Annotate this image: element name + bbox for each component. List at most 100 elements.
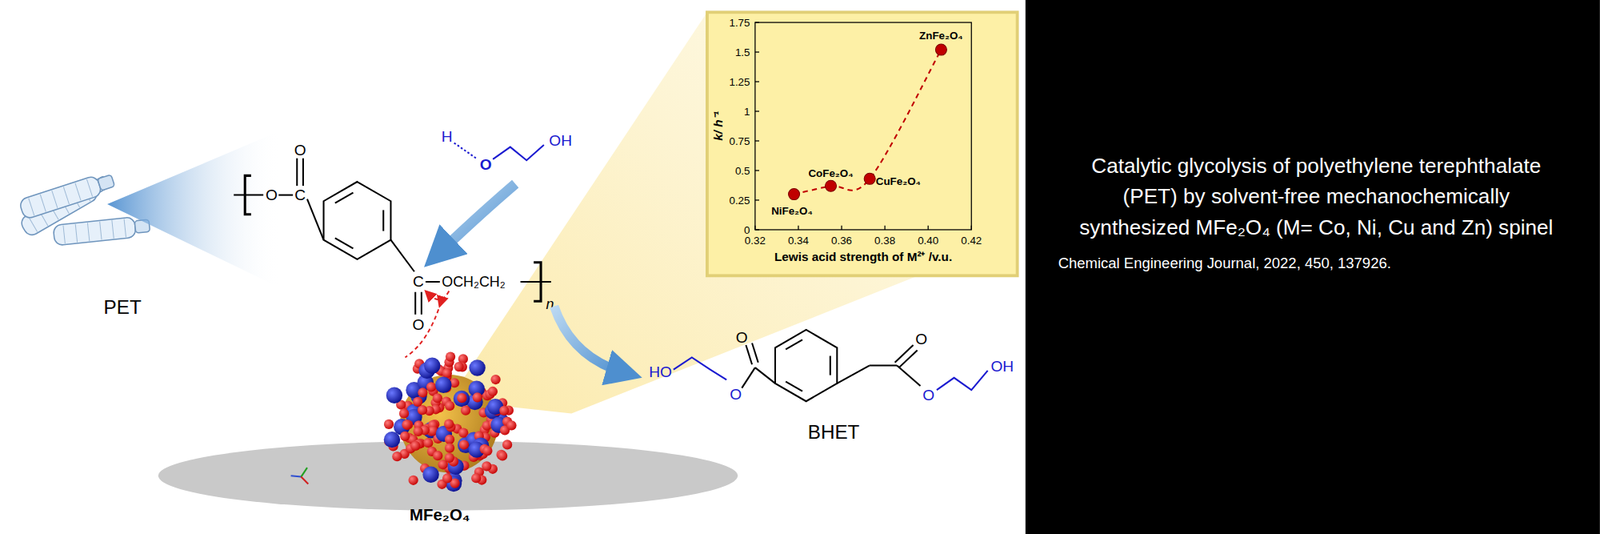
bottle-rib: [28, 197, 35, 216]
bottle-neck: [97, 174, 116, 191]
bond: [307, 199, 324, 240]
bottle: [18, 170, 116, 220]
plot-data: [788, 44, 948, 200]
x-tick: [971, 225, 972, 230]
fit-line: [794, 49, 942, 194]
oxygen-atom: [471, 472, 481, 483]
label: O: [922, 386, 935, 404]
label: H: [441, 128, 453, 145]
benzene-ring: [324, 181, 392, 260]
bond: [673, 356, 727, 380]
bond: [278, 194, 293, 196]
x-tick: [884, 225, 885, 230]
ethylene-glycol: HOOH: [441, 128, 572, 172]
oxygen-atom: [502, 439, 512, 449]
bond: [390, 240, 414, 272]
bond: [300, 467, 308, 476]
metal-atom: [435, 376, 452, 392]
bond: [899, 349, 918, 368]
y-tick-label: 1.5: [735, 46, 751, 59]
y-tick: [755, 80, 760, 82]
chart-box: [707, 12, 1018, 276]
oxygen-atom: [444, 434, 455, 444]
point-label: NiFe₂O₄: [771, 204, 813, 217]
y-tick-label: 1.75: [728, 16, 750, 29]
caption-title: (PET) by solvent-free mechanochemically: [1123, 184, 1511, 208]
oxygen-atom: [412, 396, 423, 407]
bond: [335, 192, 354, 204]
bond: [829, 356, 832, 376]
bond: [296, 158, 298, 186]
oxygen-atom: [432, 392, 443, 403]
oxygen-atom: [499, 405, 509, 416]
spinel-particle: [384, 351, 517, 492]
bottle-rib: [75, 224, 77, 243]
bond: [302, 158, 304, 186]
y-tick: [755, 169, 760, 171]
bond: [420, 292, 423, 315]
oxygen-atom: [481, 460, 492, 471]
oxygen-atom: [488, 386, 498, 396]
bond: [492, 144, 544, 160]
caption-title: Catalytic glycolysis of polyethylene ter…: [1091, 153, 1541, 178]
label: C: [412, 272, 424, 290]
axis-triad: [291, 467, 309, 484]
bond: [752, 343, 759, 363]
graphical-abstract: PETOCOCOOCH₂CH₂nHOOHMFe₂O₄HOOOOOOHBHET0.…: [0, 0, 1600, 534]
x-tick: [928, 225, 929, 230]
y-axis-label: k/ h⁻¹: [711, 111, 725, 140]
bond: [741, 367, 756, 388]
y-tick: [755, 140, 760, 141]
bhet-structure: HOOOOOOH: [648, 329, 1014, 404]
benzene-ring: [775, 329, 837, 401]
plot-frame: [755, 22, 972, 230]
data-point: [825, 180, 837, 192]
reaction-arrow: [554, 306, 625, 373]
chart: 0.320.340.360.380.400.4200.250.50.7511.2…: [711, 16, 982, 264]
metal-atom: [384, 431, 400, 448]
bottle-rib: [100, 221, 102, 240]
label: O: [729, 385, 742, 403]
bond: [869, 364, 897, 367]
y-tick-label: 1: [744, 105, 750, 118]
bond: [836, 365, 869, 384]
bond: [785, 381, 803, 392]
bond: [300, 476, 308, 484]
point-label: CoFe₂O₄: [808, 167, 853, 180]
label: OH: [548, 132, 572, 149]
bond: [233, 194, 264, 196]
y-tick: [755, 110, 760, 112]
bottle-rib: [52, 190, 58, 208]
bond: [755, 367, 776, 384]
oxygen-atom: [384, 419, 394, 429]
data-point: [788, 188, 800, 200]
x-tick-label: 0.38: [874, 234, 896, 247]
x-tick-label: 0.36: [831, 234, 852, 247]
oxygen-atom: [417, 387, 428, 397]
oxygen-atom: [413, 426, 424, 436]
bond: [414, 292, 416, 315]
bond: [936, 370, 988, 390]
oxygen-atom: [432, 450, 443, 460]
x-tick: [840, 225, 842, 230]
bond: [895, 344, 914, 363]
oxygen-atom: [482, 445, 492, 456]
y-tick: [755, 228, 760, 230]
y-tick: [755, 199, 760, 200]
surface: [158, 440, 738, 511]
oxygen-atom: [426, 381, 436, 392]
electron-arrow: [428, 290, 450, 300]
label: O: [265, 186, 278, 204]
oxygen-atom: [506, 420, 516, 430]
oxygen-atom: [497, 450, 508, 460]
label: MFe₂O₄: [409, 505, 470, 524]
metal-atom: [386, 387, 403, 404]
y-tick-label: 0.5: [735, 164, 751, 177]
bottle-rib: [40, 194, 46, 212]
zoom-cone: [107, 130, 281, 288]
hydrogen-bond: [454, 143, 478, 160]
caption-title: synthesized MFe₂O₄ (M= Co, Ni, Cu and Zn…: [1079, 215, 1553, 240]
citation: Chemical Engineering Journal, 2022, 450,…: [1058, 254, 1392, 272]
bond: [520, 280, 552, 283]
x-tick: [754, 225, 756, 230]
